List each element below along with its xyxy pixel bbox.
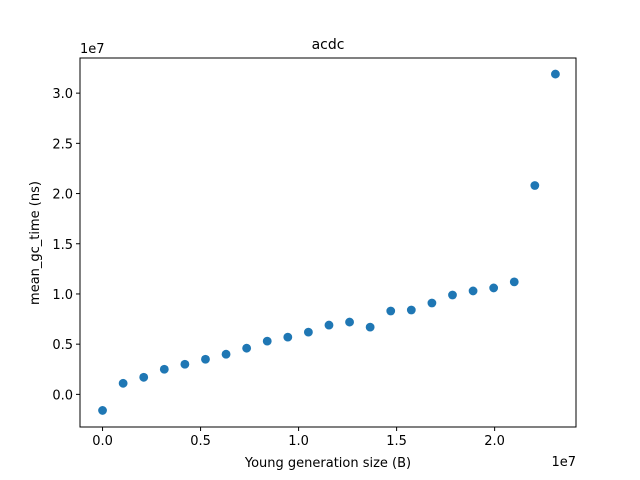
y-tick-label: 2.5 xyxy=(52,137,73,152)
y-tick-label: 2.0 xyxy=(52,188,73,203)
y-tick-label: 1.0 xyxy=(52,288,73,303)
x-axis-label: Young generation size (B) xyxy=(244,456,411,471)
data-point xyxy=(139,372,149,382)
data-point xyxy=(406,305,416,315)
data-point xyxy=(468,286,478,296)
data-point xyxy=(262,336,272,346)
x-tick-label: 1.5 xyxy=(386,434,407,449)
data-point xyxy=(324,320,334,330)
data-point xyxy=(551,69,560,79)
data-point xyxy=(201,354,210,364)
data-point xyxy=(386,306,396,316)
x-offset-label: 1e7 xyxy=(551,455,576,470)
y-tick-label: 1.5 xyxy=(52,238,73,253)
data-points xyxy=(98,69,560,415)
y-offset-label: 1e7 xyxy=(80,42,105,57)
x-tick-label: 1.0 xyxy=(288,434,309,449)
axis-ticks: 0.0 0.5 1.0 1.5 2.0 0.0 0.5 1.0 1.5 2.0 2.5 3.0 xyxy=(52,87,505,449)
x-tick-label: 0.5 xyxy=(190,434,211,449)
data-point xyxy=(242,343,252,353)
data-point xyxy=(303,327,313,337)
data-point xyxy=(118,378,128,388)
data-point xyxy=(489,283,499,293)
y-tick-label: 3.0 xyxy=(52,87,73,102)
y-tick-label: 0.5 xyxy=(52,338,73,353)
data-point xyxy=(427,298,437,308)
data-point xyxy=(509,277,519,287)
chart-title: acdc xyxy=(312,37,345,53)
data-point xyxy=(221,349,231,359)
data-point xyxy=(180,359,190,369)
data-point xyxy=(365,322,375,332)
plot-frame xyxy=(79,57,577,428)
data-point xyxy=(530,181,540,190)
data-point xyxy=(98,406,107,415)
y-axis-label: mean_gc_time (ns) xyxy=(28,181,43,305)
data-point xyxy=(345,317,354,327)
x-tick-label: 2.0 xyxy=(484,434,505,449)
data-point xyxy=(159,364,169,374)
data-point xyxy=(448,290,457,300)
x-tick-label: 0.0 xyxy=(92,434,113,449)
data-point xyxy=(283,332,293,342)
y-tick-label: 0.0 xyxy=(52,388,73,403)
